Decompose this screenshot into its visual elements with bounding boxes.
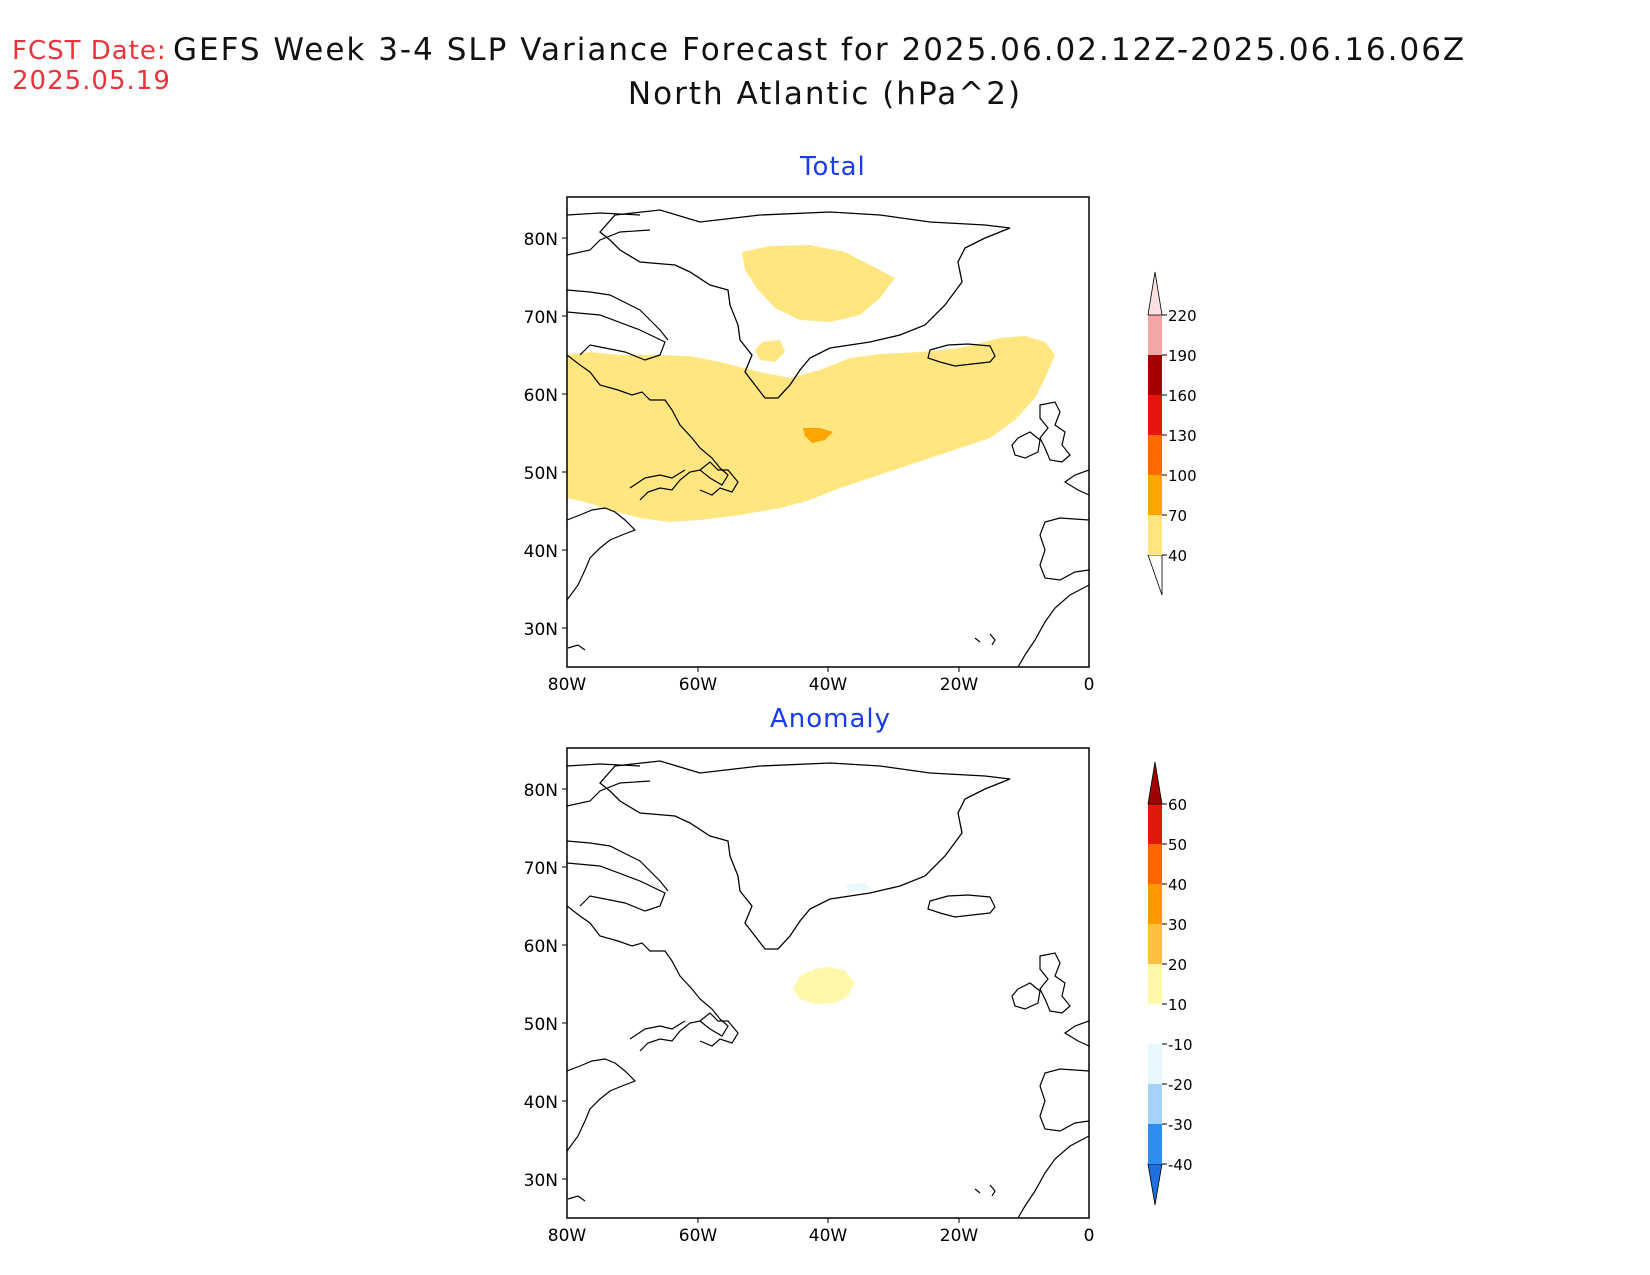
- anomaly-colorbar-label: 60: [1168, 796, 1187, 814]
- anomaly-colorbar-swatch: [1148, 884, 1162, 924]
- anomaly-lon-ticks: 80W 60W 40W 20W 0: [548, 1218, 1095, 1246]
- total-colorbar-upper-arrow: [1147, 271, 1163, 316]
- anomaly-colorbar-swatch: [1148, 1124, 1162, 1164]
- total-colorbar-label: 190: [1168, 347, 1197, 365]
- forecast-date-value: 2025.05.19: [12, 66, 171, 96]
- anomaly-lat-label: 30N: [524, 1171, 558, 1191]
- anomaly-colorbar-label: 40: [1168, 876, 1187, 894]
- anomaly-colorbar-label: -40: [1168, 1156, 1193, 1174]
- anomaly-colorbar-label: 10: [1168, 996, 1187, 1014]
- total-shade-40-70-small: [755, 340, 785, 362]
- anomaly-lon-label: 0: [1084, 1226, 1095, 1246]
- anomaly-colorbar-label: -30: [1168, 1116, 1193, 1134]
- total-colorbar-swatch: [1148, 395, 1162, 435]
- total-colorbar-label: 70: [1168, 507, 1187, 525]
- total-lon-label: 60W: [679, 675, 718, 695]
- anomaly-colorbar: -40 -30 -20 -10 10 20 30 40 50 60: [1147, 761, 1193, 1206]
- subtitle: North Atlantic (hPa^2): [627, 76, 1023, 112]
- total-lat-label: 80N: [524, 230, 558, 250]
- total-lat-label: 70N: [524, 308, 558, 328]
- total-colorbar-swatch: [1148, 355, 1162, 395]
- anomaly-colorbar-swatch: [1148, 964, 1162, 1004]
- total-lon-label: 20W: [940, 675, 979, 695]
- total-shade-70-100: [803, 428, 833, 443]
- anomaly-lat-ticks: 80N 70N 60N 50N 40N 30N: [524, 781, 567, 1191]
- anomaly-lon-label: 40W: [809, 1226, 848, 1246]
- total-colorbar-swatch: [1148, 435, 1162, 475]
- total-lon-label: 40W: [809, 675, 848, 695]
- panel-title-anomaly: Anomaly: [770, 704, 892, 734]
- total-shade-40-70-north: [742, 245, 895, 322]
- total-colorbar-label: 160: [1168, 387, 1197, 405]
- anomaly-shade-neg-small: [845, 883, 870, 891]
- anomaly-colorbar-label: 30: [1168, 916, 1187, 934]
- total-lon-label: 0: [1084, 675, 1095, 695]
- anomaly-colorbar-swatch: [1148, 1044, 1162, 1084]
- anomaly-lat-label: 50N: [524, 1015, 558, 1035]
- anomaly-lon-label: 80W: [548, 1226, 587, 1246]
- total-colorbar-label: 100: [1168, 467, 1197, 485]
- total-colorbar-label: 220: [1168, 307, 1197, 325]
- anomaly-colorbar-swatch: [1148, 924, 1162, 964]
- anomaly-colorbar-upper-arrow: [1147, 761, 1163, 805]
- main-title: GEFS Week 3-4 SLP Variance Forecast for …: [173, 32, 1467, 68]
- anomaly-colorbar-label: 20: [1168, 956, 1187, 974]
- forecast-date-label: FCST Date:: [12, 36, 167, 66]
- anomaly-colorbar-swatch: [1148, 844, 1162, 884]
- total-colorbar-lower-arrow: [1147, 554, 1163, 596]
- anomaly-lat-label: 40N: [524, 1093, 558, 1113]
- anomaly-lat-label: 80N: [524, 781, 558, 801]
- total-colorbar-swatch: [1148, 515, 1162, 555]
- forecast-date-block: FCST Date: 2025.05.19: [12, 36, 171, 96]
- total-colorbar-swatch: [1148, 475, 1162, 515]
- total-lat-label: 40N: [524, 542, 558, 562]
- total-lat-label: 50N: [524, 464, 558, 484]
- anomaly-shade-10-20: [793, 967, 855, 1004]
- total-colorbar-label: 130: [1168, 427, 1197, 445]
- total-map: 80N 70N 60N 50N 40N 30N 80W 60W 40W 20W …: [524, 196, 1095, 695]
- total-lat-label: 60N: [524, 386, 558, 406]
- anomaly-colorbar-label: -20: [1168, 1076, 1193, 1094]
- anomaly-colorbar-swatch: [1148, 1004, 1162, 1044]
- anomaly-lon-label: 60W: [679, 1226, 718, 1246]
- total-lon-ticks: 80W 60W 40W 20W 0: [548, 667, 1095, 695]
- total-colorbar-swatch: [1148, 315, 1162, 355]
- total-lat-label: 30N: [524, 620, 558, 640]
- anomaly-colorbar-swatch: [1148, 804, 1162, 844]
- total-lon-label: 80W: [548, 675, 587, 695]
- anomaly-colorbar-swatch: [1148, 1084, 1162, 1124]
- anomaly-lon-label: 20W: [940, 1226, 979, 1246]
- anomaly-lat-label: 60N: [524, 937, 558, 957]
- anomaly-lat-label: 70N: [524, 859, 558, 879]
- anomaly-map: 80N 70N 60N 50N 40N 30N 80W 60W 40W 20W …: [524, 747, 1095, 1246]
- anomaly-colorbar-label: 50: [1168, 836, 1187, 854]
- total-lat-ticks: 80N 70N 60N 50N 40N 30N: [524, 230, 567, 640]
- anomaly-colorbar-label: -10: [1168, 1036, 1193, 1054]
- total-colorbar: 40 70 100 130 160 190 220: [1147, 271, 1197, 596]
- anomaly-colorbar-lower-arrow: [1147, 1163, 1163, 1206]
- total-colorbar-label: 40: [1168, 547, 1187, 565]
- panel-title-total: Total: [800, 152, 866, 182]
